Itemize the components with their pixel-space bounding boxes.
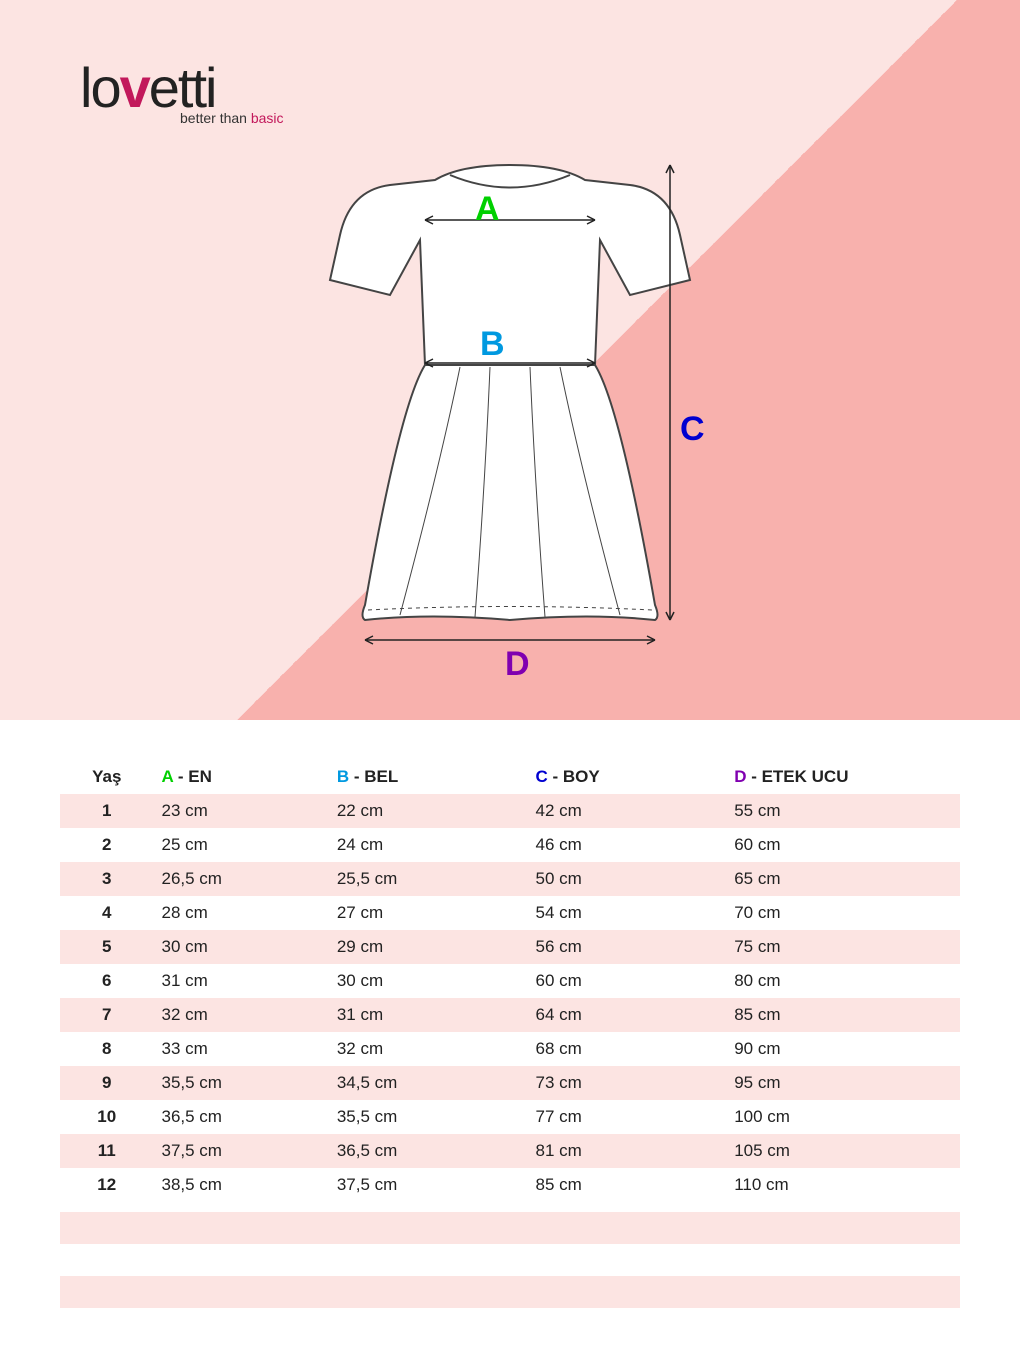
table-row: 225 cm24 cm46 cm60 cm	[60, 828, 960, 862]
cell-b: 27 cm	[329, 896, 528, 930]
logo-tagline-pre: better than	[180, 110, 251, 126]
cell-d: 85 cm	[726, 998, 960, 1032]
cell-d: 100 cm	[726, 1100, 960, 1134]
cell-a: 35,5 cm	[154, 1066, 329, 1100]
cell-a: 23 cm	[154, 794, 329, 828]
cell-b: 34,5 cm	[329, 1066, 528, 1100]
dress-diagram: A B C D	[260, 145, 760, 685]
table-row: 1036,5 cm35,5 cm77 cm100 cm	[60, 1100, 960, 1134]
cell-c: 64 cm	[528, 998, 727, 1032]
cell-b: 37,5 cm	[329, 1168, 528, 1202]
cell-c: 68 cm	[528, 1032, 727, 1066]
table-row: 123 cm22 cm42 cm55 cm	[60, 794, 960, 828]
cell-a: 32 cm	[154, 998, 329, 1032]
table-row: 530 cm29 cm56 cm75 cm	[60, 930, 960, 964]
cell-b: 32 cm	[329, 1032, 528, 1066]
cell-age: 6	[60, 964, 154, 998]
cell-b: 25,5 cm	[329, 862, 528, 896]
cell-age: 5	[60, 930, 154, 964]
dim-label-c: C	[680, 410, 705, 449]
col-c-header: C - BOY	[528, 760, 727, 794]
cell-c: 50 cm	[528, 862, 727, 896]
cell-c: 85 cm	[528, 1168, 727, 1202]
table-row: 833 cm32 cm68 cm90 cm	[60, 1032, 960, 1066]
cell-d: 80 cm	[726, 964, 960, 998]
cell-d: 60 cm	[726, 828, 960, 862]
cell-d: 95 cm	[726, 1066, 960, 1100]
cell-d: 55 cm	[726, 794, 960, 828]
col-b-header: B - BEL	[329, 760, 528, 794]
cell-b: 22 cm	[329, 794, 528, 828]
table-row: 1238,5 cm37,5 cm85 cm110 cm	[60, 1168, 960, 1202]
cell-d: 70 cm	[726, 896, 960, 930]
brand-logo: lovetti better than basic	[80, 55, 284, 126]
logo-tagline-em: basic	[251, 110, 284, 126]
logo-text-pre: lo	[80, 56, 120, 119]
cell-age: 7	[60, 998, 154, 1032]
cell-b: 36,5 cm	[329, 1134, 528, 1168]
cell-a: 38,5 cm	[154, 1168, 329, 1202]
dim-label-d: D	[505, 645, 530, 684]
cell-b: 31 cm	[329, 998, 528, 1032]
cell-age: 3	[60, 862, 154, 896]
cell-c: 77 cm	[528, 1100, 727, 1134]
cell-a: 28 cm	[154, 896, 329, 930]
cell-age: 1	[60, 794, 154, 828]
cell-a: 36,5 cm	[154, 1100, 329, 1134]
table-row: 732 cm31 cm64 cm85 cm	[60, 998, 960, 1032]
cell-d: 90 cm	[726, 1032, 960, 1066]
cell-b: 35,5 cm	[329, 1100, 528, 1134]
cell-d: 105 cm	[726, 1134, 960, 1168]
cell-a: 26,5 cm	[154, 862, 329, 896]
table-row: 326,5 cm25,5 cm50 cm65 cm	[60, 862, 960, 896]
cell-age: 9	[60, 1066, 154, 1100]
table-row: 1137,5 cm36,5 cm81 cm105 cm	[60, 1134, 960, 1168]
size-table: Yaş A - EN B - BEL C - BOY D - ETEK UCU …	[60, 760, 960, 1202]
cell-age: 8	[60, 1032, 154, 1066]
table-row: 428 cm27 cm54 cm70 cm	[60, 896, 960, 930]
col-age-header: Yaş	[60, 760, 154, 794]
cell-b: 24 cm	[329, 828, 528, 862]
cell-b: 29 cm	[329, 930, 528, 964]
table-header-row: Yaş A - EN B - BEL C - BOY D - ETEK UCU	[60, 760, 960, 794]
cell-b: 30 cm	[329, 964, 528, 998]
extra-stripes	[60, 1180, 960, 1340]
cell-d: 75 cm	[726, 930, 960, 964]
cell-c: 81 cm	[528, 1134, 727, 1168]
cell-a: 33 cm	[154, 1032, 329, 1066]
cell-a: 37,5 cm	[154, 1134, 329, 1168]
cell-d: 110 cm	[726, 1168, 960, 1202]
table-row: 935,5 cm34,5 cm73 cm95 cm	[60, 1066, 960, 1100]
col-d-header: D - ETEK UCU	[726, 760, 960, 794]
dim-label-a: A	[475, 190, 500, 229]
cell-a: 31 cm	[154, 964, 329, 998]
cell-c: 56 cm	[528, 930, 727, 964]
cell-a: 30 cm	[154, 930, 329, 964]
cell-a: 25 cm	[154, 828, 329, 862]
cell-c: 46 cm	[528, 828, 727, 862]
col-a-header: A - EN	[154, 760, 329, 794]
cell-age: 10	[60, 1100, 154, 1134]
cell-c: 73 cm	[528, 1066, 727, 1100]
cell-c: 60 cm	[528, 964, 727, 998]
cell-c: 42 cm	[528, 794, 727, 828]
cell-age: 12	[60, 1168, 154, 1202]
table-row: 631 cm30 cm60 cm80 cm	[60, 964, 960, 998]
cell-d: 65 cm	[726, 862, 960, 896]
dim-label-b: B	[480, 325, 505, 364]
cell-c: 54 cm	[528, 896, 727, 930]
cell-age: 11	[60, 1134, 154, 1168]
cell-age: 4	[60, 896, 154, 930]
logo-text-v: v	[120, 56, 149, 119]
cell-age: 2	[60, 828, 154, 862]
